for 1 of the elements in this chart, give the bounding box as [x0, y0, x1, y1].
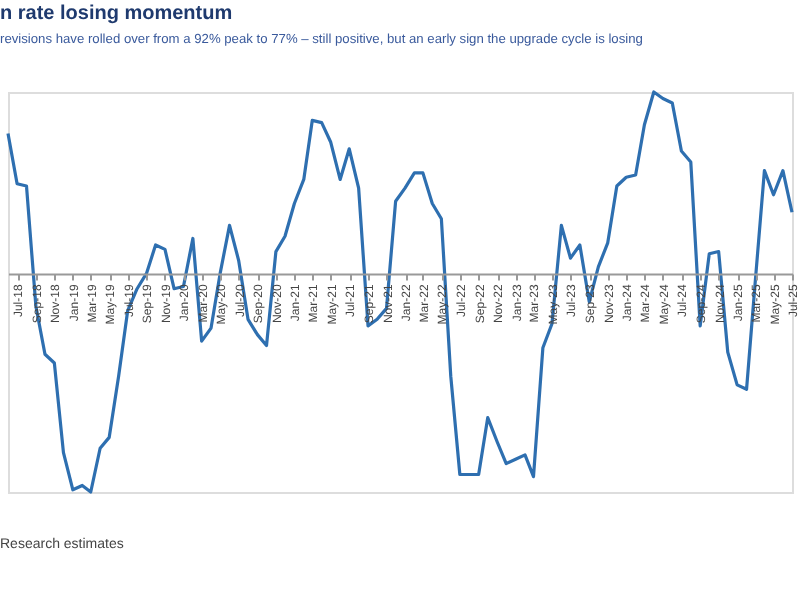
chart-title: n rate losing momentum — [0, 3, 233, 26]
